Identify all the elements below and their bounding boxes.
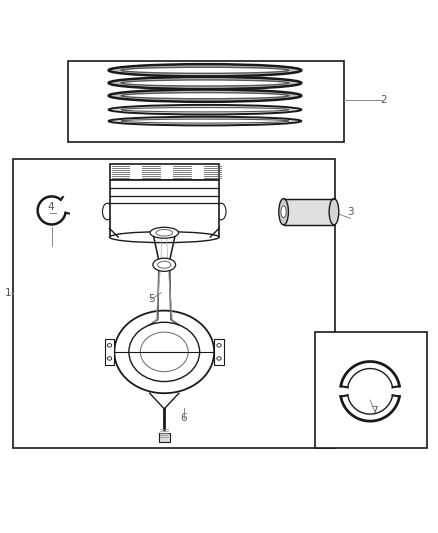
Ellipse shape — [109, 64, 301, 76]
Bar — [105, 339, 114, 365]
Text: 1: 1 — [4, 288, 11, 298]
Bar — [110, 164, 219, 180]
Bar — [13, 159, 335, 448]
Ellipse shape — [150, 227, 179, 238]
Ellipse shape — [121, 67, 289, 74]
Ellipse shape — [217, 344, 221, 347]
Ellipse shape — [107, 357, 112, 360]
Ellipse shape — [153, 258, 176, 271]
Ellipse shape — [121, 93, 289, 99]
Text: 5: 5 — [148, 294, 155, 304]
Ellipse shape — [121, 80, 289, 86]
Ellipse shape — [158, 261, 171, 268]
Ellipse shape — [110, 232, 219, 243]
Ellipse shape — [156, 230, 173, 236]
Text: 2: 2 — [380, 95, 387, 105]
Ellipse shape — [216, 203, 226, 220]
Ellipse shape — [121, 108, 289, 112]
Bar — [159, 433, 170, 442]
Ellipse shape — [129, 322, 200, 382]
Text: 3: 3 — [347, 207, 354, 217]
Ellipse shape — [140, 332, 188, 372]
Ellipse shape — [109, 90, 301, 102]
Ellipse shape — [217, 357, 221, 360]
Ellipse shape — [329, 199, 339, 225]
Ellipse shape — [107, 344, 112, 347]
Ellipse shape — [114, 311, 214, 393]
Bar — [68, 61, 344, 142]
Ellipse shape — [109, 117, 301, 125]
Bar — [283, 199, 334, 225]
Bar — [315, 332, 427, 448]
Ellipse shape — [279, 199, 288, 225]
Bar — [214, 339, 224, 365]
Text: 4: 4 — [47, 203, 54, 212]
Text: 7: 7 — [371, 406, 378, 416]
Bar — [110, 180, 219, 237]
Ellipse shape — [109, 77, 301, 89]
Ellipse shape — [102, 203, 112, 220]
Ellipse shape — [281, 206, 286, 217]
Ellipse shape — [121, 119, 289, 123]
Ellipse shape — [109, 105, 301, 115]
Text: 6: 6 — [180, 413, 187, 423]
